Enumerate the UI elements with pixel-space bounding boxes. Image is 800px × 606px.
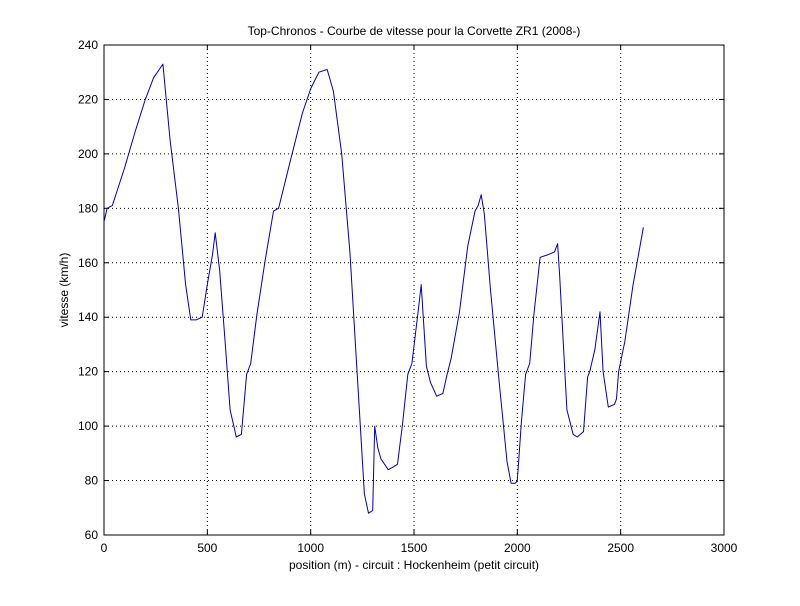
y-tick-label: 60 bbox=[85, 528, 99, 542]
y-tick-label: 100 bbox=[78, 419, 98, 433]
y-tick-label: 200 bbox=[78, 147, 98, 161]
x-tick-label: 1500 bbox=[401, 541, 428, 555]
y-tick-label: 140 bbox=[78, 310, 98, 324]
grid-layer bbox=[104, 45, 724, 535]
y-tick-label: 240 bbox=[78, 38, 98, 52]
x-tick-label: 3000 bbox=[711, 541, 738, 555]
series-layer bbox=[103, 63, 644, 514]
x-axis-label: position (m) - circuit : Hockenheim (pet… bbox=[289, 558, 539, 572]
y-tick-label: 180 bbox=[78, 201, 98, 215]
chart-title: Top-Chronos - Courbe de vitesse pour la … bbox=[248, 24, 581, 38]
y-tick-label: 80 bbox=[85, 474, 99, 488]
x-tick-label: 0 bbox=[101, 541, 108, 555]
x-tick-label: 2000 bbox=[504, 541, 531, 555]
speed-series-line bbox=[103, 63, 644, 514]
x-tick-label: 500 bbox=[197, 541, 217, 555]
y-tick-label: 120 bbox=[78, 365, 98, 379]
x-tick-label: 1000 bbox=[297, 541, 324, 555]
ticks-layer: 0 500 1000 1500 2000 2500 3000 60 80 100 120 140 160… bbox=[78, 38, 738, 555]
x-tick-label: 2500 bbox=[607, 541, 634, 555]
y-tick-label: 220 bbox=[78, 92, 98, 106]
y-tick-label: 160 bbox=[78, 256, 98, 270]
y-axis-label: vitesse (km/h) bbox=[57, 253, 71, 328]
